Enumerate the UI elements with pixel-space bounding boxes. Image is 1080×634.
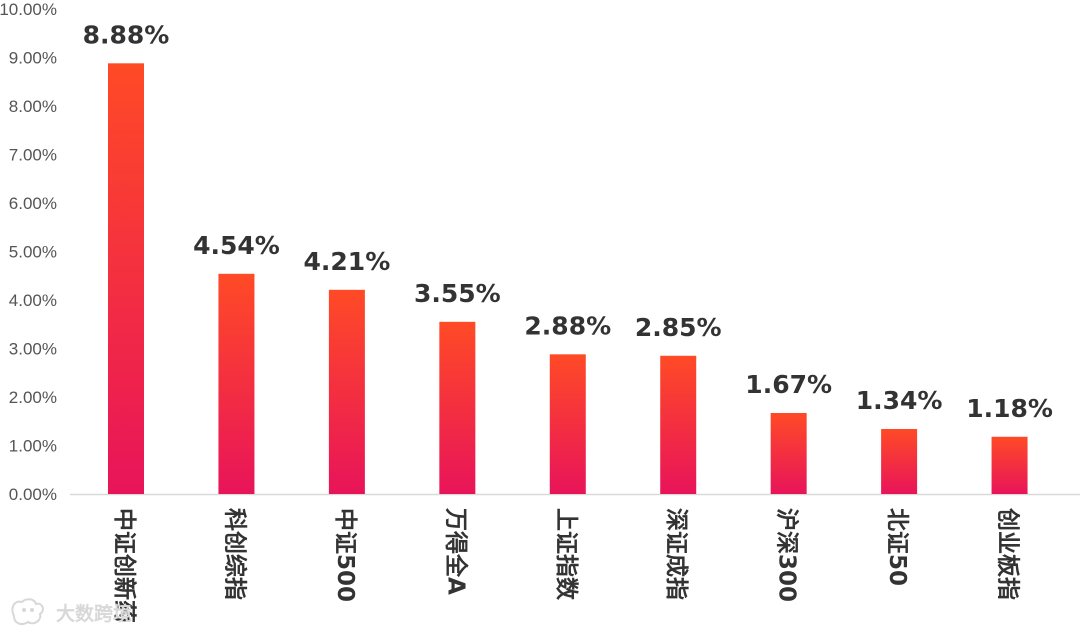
bar — [108, 63, 144, 494]
data-label: 3.55% — [414, 279, 501, 308]
y-tick-label: 8.00% — [9, 97, 57, 116]
category-labels: 中证创新药 科创综指 中证500 万得全A 上证指数 深证成指 沪深300 北证50 创业板指 — [111, 507, 1021, 623]
data-labels: 8.88% 4.54% 4.21% 3.55% 2.88% 2.85% 1.67% 1.34%… — [83, 20, 1053, 422]
bar — [328, 289, 365, 494]
y-tick-label: 2.00% — [9, 388, 57, 407]
category-label: 创业板指 — [995, 507, 1021, 600]
y-tick-label: 3.00% — [9, 340, 57, 359]
category-label: 中证创新药 — [111, 508, 138, 623]
bar — [549, 354, 586, 494]
y-tick-label: 4.00% — [9, 291, 57, 310]
y-tick-label: 9.00% — [9, 49, 57, 68]
watermark-text: 大数跨境 — [56, 602, 132, 625]
data-label: 2.88% — [524, 311, 611, 340]
y-tick-label: 7.00% — [9, 146, 57, 165]
category-label: 中证500 — [332, 508, 358, 602]
cat-logo-icon — [11, 598, 44, 625]
y-tick-label: 5.00% — [9, 243, 57, 262]
bar — [218, 273, 255, 494]
category-label: 科创综指 — [221, 508, 248, 600]
category-label: 深证成指 — [663, 508, 689, 600]
data-label: 8.88% — [83, 20, 170, 49]
category-label: 沪深300 — [774, 508, 801, 602]
data-label: 2.85% — [635, 313, 722, 342]
data-label: 4.54% — [193, 231, 280, 260]
y-tick-label: 6.00% — [9, 194, 57, 213]
category-label: 上证指数 — [553, 508, 579, 601]
bar — [770, 413, 807, 494]
bars — [108, 63, 1028, 494]
category-label: 北证50 — [884, 508, 910, 586]
data-label: 4.21% — [304, 247, 391, 276]
y-tick-label: 10.00% — [0, 0, 57, 19]
y-tick-label: 1.00% — [9, 437, 57, 456]
bar — [991, 436, 1028, 494]
y-axis-ticks: 0.00% 1.00% 2.00% 3.00% 4.00% 5.00% 6.00% 7.00%… — [0, 0, 57, 504]
data-label: 1.67% — [745, 370, 832, 399]
bar — [660, 355, 697, 494]
y-tick-label: 0.00% — [9, 485, 57, 504]
data-label: 1.34% — [856, 386, 943, 415]
data-label: 1.18% — [966, 394, 1053, 423]
watermark: 大数跨境 — [11, 598, 132, 625]
bar — [881, 429, 918, 494]
category-label: 万得全A — [442, 508, 469, 595]
bar — [439, 321, 476, 494]
